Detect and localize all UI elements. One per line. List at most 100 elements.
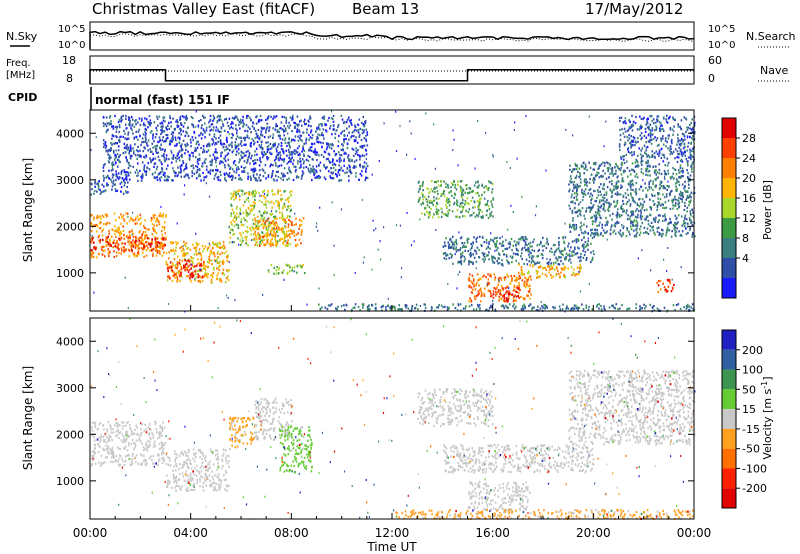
power-echo-cell (336, 159, 338, 162)
power-echo-cell (256, 158, 259, 161)
power-echo-cell (275, 125, 277, 128)
power-echo-cell (166, 136, 169, 140)
power-echo-cell (136, 215, 139, 218)
power-echo-cell (262, 227, 265, 230)
power-echo-cell (234, 164, 237, 167)
power-echo-cell (688, 204, 690, 207)
power-echo-cell (488, 241, 490, 244)
power-echo-cell (483, 252, 486, 255)
power-echo-cell (613, 185, 615, 188)
power-echo-cell (655, 177, 658, 180)
power-echo-cell (290, 229, 292, 232)
power-echo-cell (598, 201, 601, 204)
power-echo-cell (168, 251, 170, 254)
power-echo-cell (288, 121, 290, 124)
power-echo-cell (305, 137, 308, 140)
power-echo-cell (353, 166, 356, 169)
power-echo-cell (591, 232, 594, 235)
power-echo-cell (177, 264, 179, 267)
power-echo-cell (281, 115, 284, 118)
power-echo-cell (184, 269, 186, 272)
power-echo-cell (293, 152, 296, 156)
power-echo-cell (594, 217, 597, 220)
power-echo-cell (487, 283, 489, 286)
power-echo-cell (358, 154, 361, 157)
power-echo-cell (515, 247, 518, 250)
power-echo-cell (289, 219, 291, 223)
power-echo-cell (629, 186, 632, 189)
nsky-label: N.Sky (6, 30, 38, 43)
power-echo-cell (615, 187, 618, 190)
power-echo-cell (224, 166, 226, 169)
power-echo-cell (162, 246, 164, 249)
power-echo-cell (186, 117, 188, 120)
power-echo-cell (329, 161, 332, 164)
power-echo-cell (237, 148, 240, 151)
power-echo-cell (332, 118, 334, 121)
power-echo-cell (537, 261, 539, 264)
power-echo-cell (164, 232, 166, 235)
power-echo-cell (187, 144, 189, 147)
power-echo-cell (223, 149, 226, 152)
power-echo-cell (222, 259, 224, 262)
power-echo-cell (202, 250, 204, 253)
power-echo-cell (527, 272, 530, 275)
power-echo-cell (288, 138, 290, 141)
power-echo-cell (476, 200, 479, 203)
power-echo-cell (570, 246, 572, 249)
power-echo-cell (229, 175, 232, 178)
power-echo-cell (237, 192, 240, 196)
power-echo-cell (127, 131, 130, 134)
power-echo-cell (363, 125, 365, 128)
power-echo-cell (433, 180, 436, 184)
power-echo-cell (518, 286, 520, 289)
power-echo-cell (691, 232, 694, 235)
power-echo-cell (616, 191, 619, 194)
power-echo-cell (216, 260, 218, 263)
power-echo-cell (527, 285, 530, 288)
power-echo-cell (608, 201, 610, 204)
power-echo-cell (261, 214, 264, 217)
power-echo-cell (157, 124, 159, 127)
power-echo-cell (494, 294, 497, 297)
power-echo-cell (359, 172, 362, 175)
power-echo-cell (156, 244, 159, 247)
power-echo-cell (97, 188, 100, 191)
power-echo-cell (478, 211, 481, 214)
power-echo-cell (145, 241, 147, 244)
power-echo-cell (659, 204, 662, 207)
power-echo-cell (228, 174, 231, 177)
power-echo-cell (689, 227, 691, 230)
power-echo-cell (494, 257, 496, 260)
power-echo-cell (487, 199, 489, 203)
power-echo-cell (185, 118, 188, 122)
power-echo-cell (160, 176, 163, 179)
power-echo-cell (616, 220, 618, 223)
power-echo-cell (95, 230, 98, 233)
power-echo-cell (286, 154, 288, 157)
power-echo-cell (139, 154, 141, 157)
power-echo-cell (519, 238, 522, 241)
power-echo-cell (549, 250, 551, 253)
power-echo-cell (316, 135, 318, 139)
power-echo-cell (268, 224, 270, 227)
power-echo-cell (237, 166, 239, 169)
power-echo-cell (599, 164, 601, 167)
power-echo-cell (257, 128, 260, 132)
power-echo-cell (473, 249, 476, 252)
power-echo-cell (444, 244, 446, 247)
power-echo-cell (235, 167, 238, 170)
power-echo-cell (240, 154, 242, 157)
power-echo-cell (516, 241, 518, 244)
power-echo-cell (90, 222, 93, 225)
power-echo-cell (455, 243, 458, 246)
power-echo-cell (114, 114, 116, 118)
power-echo-cell (109, 242, 111, 245)
power-echo-cell (246, 161, 248, 164)
power-echo-cell (249, 175, 252, 178)
power-echo-cell (345, 137, 347, 141)
power-echo-cell (677, 202, 680, 206)
power-echo-cell (361, 170, 363, 173)
power-echo-cell (155, 168, 158, 171)
power-echo-cell (143, 246, 145, 249)
